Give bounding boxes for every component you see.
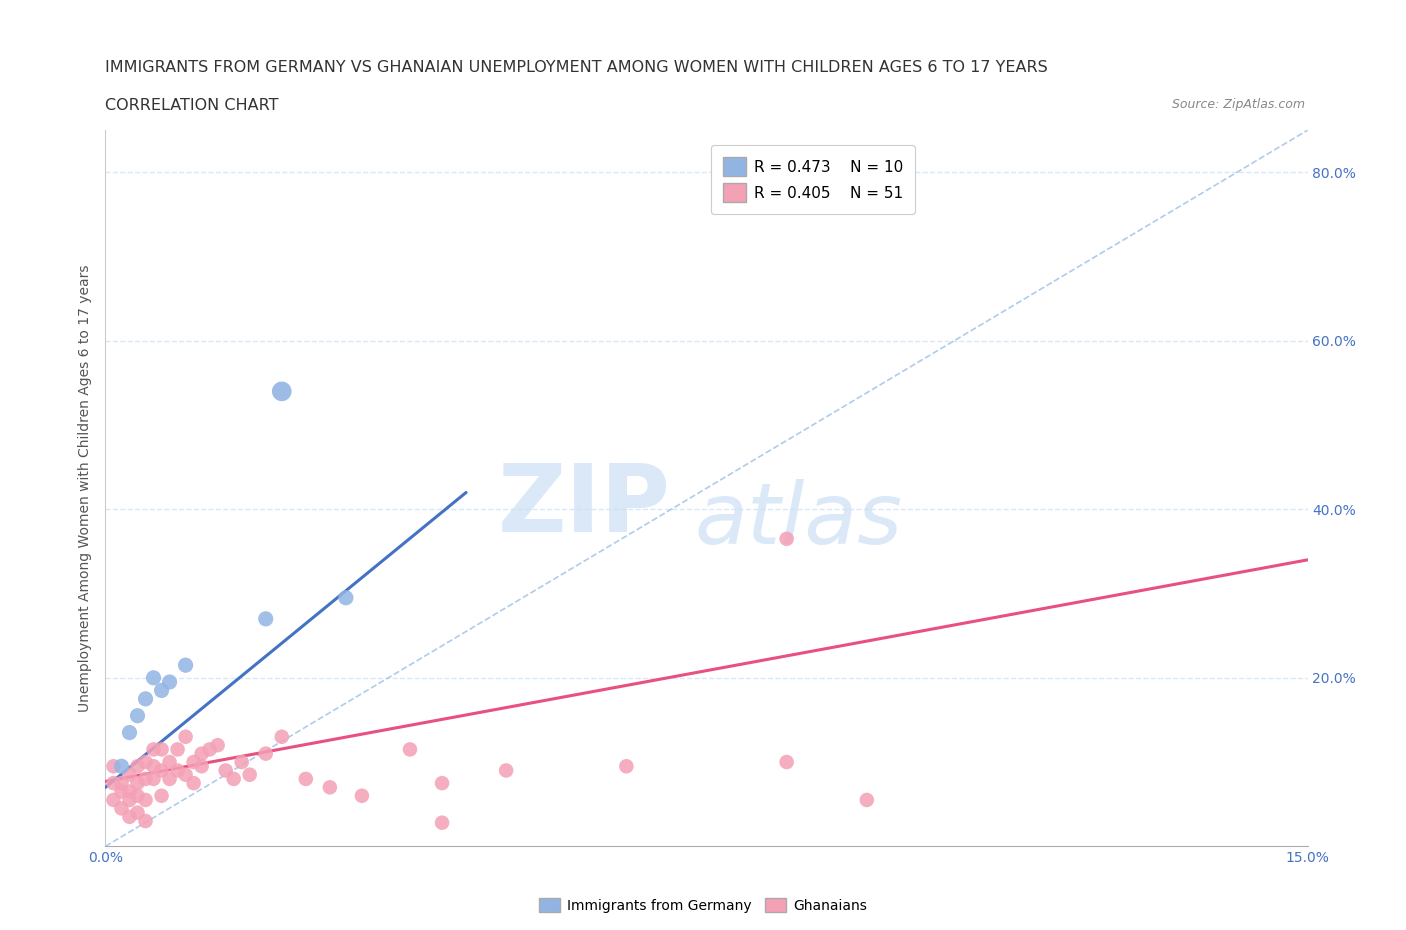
Legend: R = 0.473    N = 10, R = 0.405    N = 51: R = 0.473 N = 10, R = 0.405 N = 51 [711, 145, 915, 214]
Point [166, 763, 188, 777]
Point [239, 767, 262, 782]
Point [231, 754, 253, 769]
Point [142, 742, 165, 757]
Point [855, 792, 877, 807]
Point [103, 759, 125, 774]
Point [350, 789, 373, 804]
Y-axis label: Unemployment Among Women with Children Ages 6 to 17 years: Unemployment Among Women with Children A… [79, 264, 93, 712]
Point [776, 754, 799, 769]
Point [127, 805, 149, 820]
Point [430, 816, 453, 830]
Point [127, 776, 149, 790]
Point [198, 742, 221, 757]
Point [270, 729, 292, 744]
Point [118, 784, 141, 799]
Point [127, 759, 149, 774]
Point [159, 772, 181, 787]
Point [174, 658, 197, 672]
Point [118, 809, 141, 824]
Point [495, 763, 517, 777]
Point [207, 737, 229, 752]
Point [103, 792, 125, 807]
Point [222, 772, 245, 787]
Point [150, 763, 173, 777]
Text: atlas: atlas [695, 479, 903, 562]
Point [103, 776, 125, 790]
Point [135, 754, 157, 769]
Point [150, 789, 173, 804]
Point [135, 792, 157, 807]
Point [174, 729, 197, 744]
Point [142, 759, 165, 774]
Point [135, 772, 157, 787]
Point [616, 759, 638, 774]
Point [127, 789, 149, 804]
Point [270, 384, 292, 399]
Point [118, 767, 141, 782]
Point [110, 784, 132, 799]
Point [776, 531, 799, 546]
Point [142, 671, 165, 685]
Legend: Immigrants from Germany, Ghanaians: Immigrants from Germany, Ghanaians [533, 893, 873, 919]
Text: CORRELATION CHART: CORRELATION CHART [105, 98, 278, 113]
Point [190, 759, 212, 774]
Point [174, 767, 197, 782]
Point [254, 746, 277, 761]
Point [295, 772, 318, 787]
Point [118, 792, 141, 807]
Point [110, 776, 132, 790]
Point [183, 776, 205, 790]
Text: ZIP: ZIP [498, 460, 671, 552]
Point [135, 814, 157, 829]
Point [142, 772, 165, 787]
Point [335, 591, 357, 605]
Point [118, 725, 141, 740]
Point [110, 759, 132, 774]
Text: IMMIGRANTS FROM GERMANY VS GHANAIAN UNEMPLOYMENT AMONG WOMEN WITH CHILDREN AGES : IMMIGRANTS FROM GERMANY VS GHANAIAN UNEM… [105, 60, 1049, 75]
Point [127, 709, 149, 724]
Point [159, 754, 181, 769]
Point [159, 674, 181, 689]
Point [399, 742, 422, 757]
Point [150, 683, 173, 698]
Point [190, 746, 212, 761]
Text: Source: ZipAtlas.com: Source: ZipAtlas.com [1171, 98, 1305, 111]
Point [110, 801, 132, 816]
Point [166, 742, 188, 757]
Point [214, 763, 236, 777]
Point [430, 776, 453, 790]
Point [135, 691, 157, 706]
Point [319, 780, 342, 795]
Point [183, 754, 205, 769]
Point [150, 742, 173, 757]
Point [254, 611, 277, 626]
